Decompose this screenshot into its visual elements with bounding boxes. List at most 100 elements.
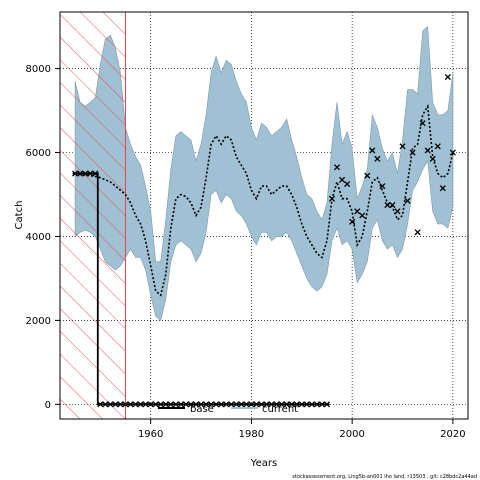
- observed-point: [379, 183, 386, 190]
- observed-point: [384, 201, 391, 209]
- base-point: [197, 401, 205, 408]
- observed-point: [339, 176, 346, 183]
- base-point: [167, 401, 174, 408]
- observed-point: [404, 197, 411, 204]
- current-confidence-band: [74, 26, 454, 321]
- current-series-line: [74, 103, 454, 297]
- y-axis-title: Catch: [14, 201, 25, 230]
- base-point: [182, 401, 189, 408]
- base-point: [243, 401, 250, 408]
- observed-point: [374, 155, 381, 162]
- base-point: [117, 401, 124, 408]
- base-point: [318, 401, 325, 408]
- legend-current-label: current: [262, 404, 298, 415]
- base-point: [107, 401, 114, 408]
- base-point: [122, 401, 129, 408]
- observed-point: [328, 195, 336, 202]
- base-point: [278, 401, 285, 408]
- base-point: [258, 401, 265, 408]
- base-point: [137, 401, 144, 408]
- hatched-region: [60, 12, 126, 419]
- base-point: [152, 401, 159, 408]
- y-tick-label: 2000: [26, 316, 51, 327]
- base-point: [203, 401, 210, 408]
- x-tick-label: 1980: [239, 429, 264, 440]
- base-point: [313, 401, 320, 408]
- y-tick-label: 4000: [26, 232, 51, 243]
- base-point: [172, 401, 179, 408]
- base-point: [187, 401, 195, 408]
- base-point: [147, 401, 154, 408]
- y-tick-label: 0: [45, 400, 51, 411]
- base-point: [213, 401, 220, 408]
- legend: base current: [158, 404, 298, 415]
- observed-point: [349, 218, 356, 225]
- base-point: [323, 401, 331, 408]
- base-point: [223, 401, 230, 408]
- legend-base-label: base: [190, 404, 214, 415]
- base-point: [72, 170, 79, 177]
- base-point: [92, 170, 99, 177]
- observed-point: [359, 212, 366, 219]
- footer-text: stockassessment.org, Ling5b-an001 lho la…: [292, 474, 477, 480]
- base-point: [192, 401, 200, 408]
- base-point: [298, 401, 305, 408]
- base-point: [303, 401, 310, 408]
- observed-point: [429, 155, 436, 162]
- base-point: [233, 401, 240, 408]
- base-point: [268, 401, 275, 408]
- base-point: [97, 401, 104, 408]
- observed-point: [419, 120, 426, 127]
- x-axis: 1960 1980 2000 2020: [138, 419, 466, 440]
- observed-point: [409, 149, 416, 156]
- base-point: [87, 170, 94, 177]
- observed-point: [399, 143, 406, 150]
- base-point: [157, 401, 164, 408]
- observed-point: [434, 143, 441, 150]
- base-point: [263, 401, 270, 408]
- base-point: [248, 401, 255, 408]
- x-tick-label: 1960: [138, 429, 163, 440]
- observed-point: [394, 208, 401, 215]
- base-point: [288, 401, 295, 408]
- base-point: [238, 401, 245, 408]
- base-point: [283, 401, 290, 408]
- base-point: [127, 401, 134, 408]
- base-point: [208, 401, 215, 408]
- base-point: [308, 401, 315, 408]
- base-point: [177, 401, 184, 408]
- y-axis: 0 2000 4000 6000 8000: [26, 64, 60, 411]
- confidence-band: [74, 26, 454, 321]
- observed-point: [444, 73, 451, 81]
- observed-point: [449, 149, 456, 156]
- base-point: [112, 401, 119, 408]
- observed-point: [424, 147, 431, 154]
- base-point: [77, 170, 84, 177]
- x-tick-label: 2000: [339, 429, 364, 440]
- base-point: [293, 401, 300, 408]
- observed-markers: [72, 73, 456, 408]
- base-point: [132, 401, 139, 408]
- observed-point: [354, 208, 361, 215]
- hatched-period: [60, 12, 126, 419]
- plot-frame: [59, 11, 469, 420]
- base-point: [253, 401, 260, 408]
- observed-point: [364, 172, 371, 179]
- observed-point: [333, 164, 341, 171]
- base-point: [273, 401, 280, 408]
- observed-point: [344, 180, 351, 188]
- base-point: [162, 401, 169, 408]
- y-tick-label: 6000: [26, 148, 51, 159]
- base-point: [142, 401, 149, 408]
- base-point: [218, 401, 225, 408]
- y-tick-label: 8000: [26, 64, 51, 75]
- x-tick-label: 2020: [440, 429, 465, 440]
- x-axis-title: Years: [250, 458, 277, 469]
- base-point: [82, 170, 89, 177]
- observed-point: [439, 185, 446, 192]
- observed-point: [369, 147, 376, 154]
- observed-point: [389, 201, 396, 209]
- base-point: [228, 401, 235, 408]
- base-point: [102, 401, 109, 408]
